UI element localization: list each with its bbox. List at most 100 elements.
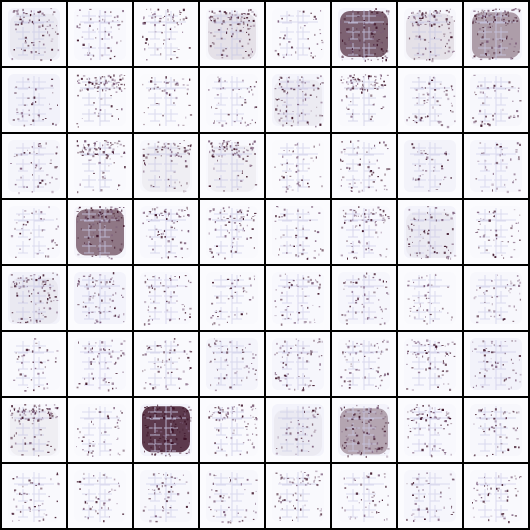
sample-image (140, 470, 192, 523)
sample-image (142, 8, 191, 61)
sample-tile (2, 134, 66, 198)
sample-tile (266, 398, 330, 462)
sample-tile (68, 332, 132, 396)
sample-image (8, 74, 60, 127)
sample-tile (398, 464, 462, 528)
sample-tile (134, 134, 198, 198)
sample-tile (398, 68, 462, 132)
sample-image (206, 140, 258, 192)
sample-image (470, 272, 522, 324)
sample-tile (464, 266, 528, 330)
sample-image (74, 338, 126, 392)
sample-image (404, 272, 456, 325)
sample-tile (332, 266, 396, 330)
sample-tile (134, 332, 198, 396)
sample-tile (68, 464, 132, 528)
sample-image (338, 8, 390, 63)
sample-tile (200, 398, 264, 462)
sample-image (8, 140, 60, 195)
sample-tile (200, 68, 264, 132)
sample-tile (2, 332, 66, 396)
sample-tile (2, 464, 66, 528)
sample-tile (398, 398, 462, 462)
sample-tile (266, 266, 330, 330)
sample-image (74, 140, 126, 194)
sample-image (8, 272, 60, 324)
sample-tile (134, 68, 198, 132)
sample-image (142, 76, 193, 127)
sample-tile (398, 332, 462, 396)
sample-tile (68, 200, 132, 264)
sample-tile (68, 266, 132, 330)
sample-image (338, 74, 390, 126)
sample-image (74, 8, 126, 61)
sample-image (404, 338, 456, 391)
sample-image (206, 470, 258, 524)
sample-image (272, 272, 324, 326)
sample-image (272, 74, 324, 128)
sample-tile (398, 266, 462, 330)
sample-image (470, 470, 522, 524)
sample-tile (464, 464, 528, 528)
sample-tile (464, 68, 528, 132)
sample-tile (464, 200, 528, 264)
sample-tile (2, 398, 66, 462)
sample-image (338, 338, 390, 390)
sample-image (140, 404, 192, 457)
sample-tile (464, 332, 528, 396)
sample-image (272, 8, 324, 60)
sample-image (140, 140, 192, 193)
sample-tile (200, 332, 264, 396)
sample-tile (134, 398, 198, 462)
sample-image (272, 470, 324, 522)
sample-image (8, 8, 60, 62)
sample-tile (266, 332, 330, 396)
sample-image (338, 470, 390, 522)
sample-image (74, 404, 126, 457)
sample-tile (266, 68, 330, 132)
sample-tile (68, 398, 132, 462)
sample-image (8, 338, 60, 392)
sample-tile (134, 266, 198, 330)
sample-image (8, 206, 60, 258)
sample-tile (2, 68, 66, 132)
sample-image (272, 404, 324, 456)
sample-tile (2, 2, 66, 66)
sample-tile (134, 2, 198, 66)
sample-tile (200, 200, 264, 264)
sample-tile (398, 200, 462, 264)
sample-image (206, 338, 258, 392)
sample-image (404, 206, 457, 260)
sample-image (338, 272, 390, 326)
sample-tile (266, 200, 330, 264)
sample-tile (200, 2, 264, 66)
sample-tile (332, 68, 396, 132)
sample-tile (200, 266, 264, 330)
sample-image (404, 470, 456, 522)
sample-image (404, 404, 456, 458)
sample-image (470, 140, 522, 194)
sample-image (338, 140, 391, 193)
sample-image (74, 206, 126, 260)
sample-image (8, 470, 60, 522)
sample-tile (332, 134, 396, 198)
sample-image (206, 8, 258, 60)
sample-image (470, 338, 522, 390)
sample-tile (332, 200, 396, 264)
sample-image (74, 272, 126, 324)
sample-image (74, 74, 126, 128)
sample-tile (464, 398, 528, 462)
sample-image (140, 338, 193, 390)
sample-image (140, 206, 192, 259)
sample-image (272, 338, 324, 392)
sample-image (272, 206, 324, 260)
sample-tile (200, 464, 264, 528)
sample-tile (332, 398, 396, 462)
sample-tile (2, 200, 66, 264)
sample-tile (464, 2, 528, 66)
sample-tile (68, 68, 132, 132)
sample-tile (266, 134, 330, 198)
sample-tile (134, 200, 198, 264)
sample-image (470, 404, 522, 457)
